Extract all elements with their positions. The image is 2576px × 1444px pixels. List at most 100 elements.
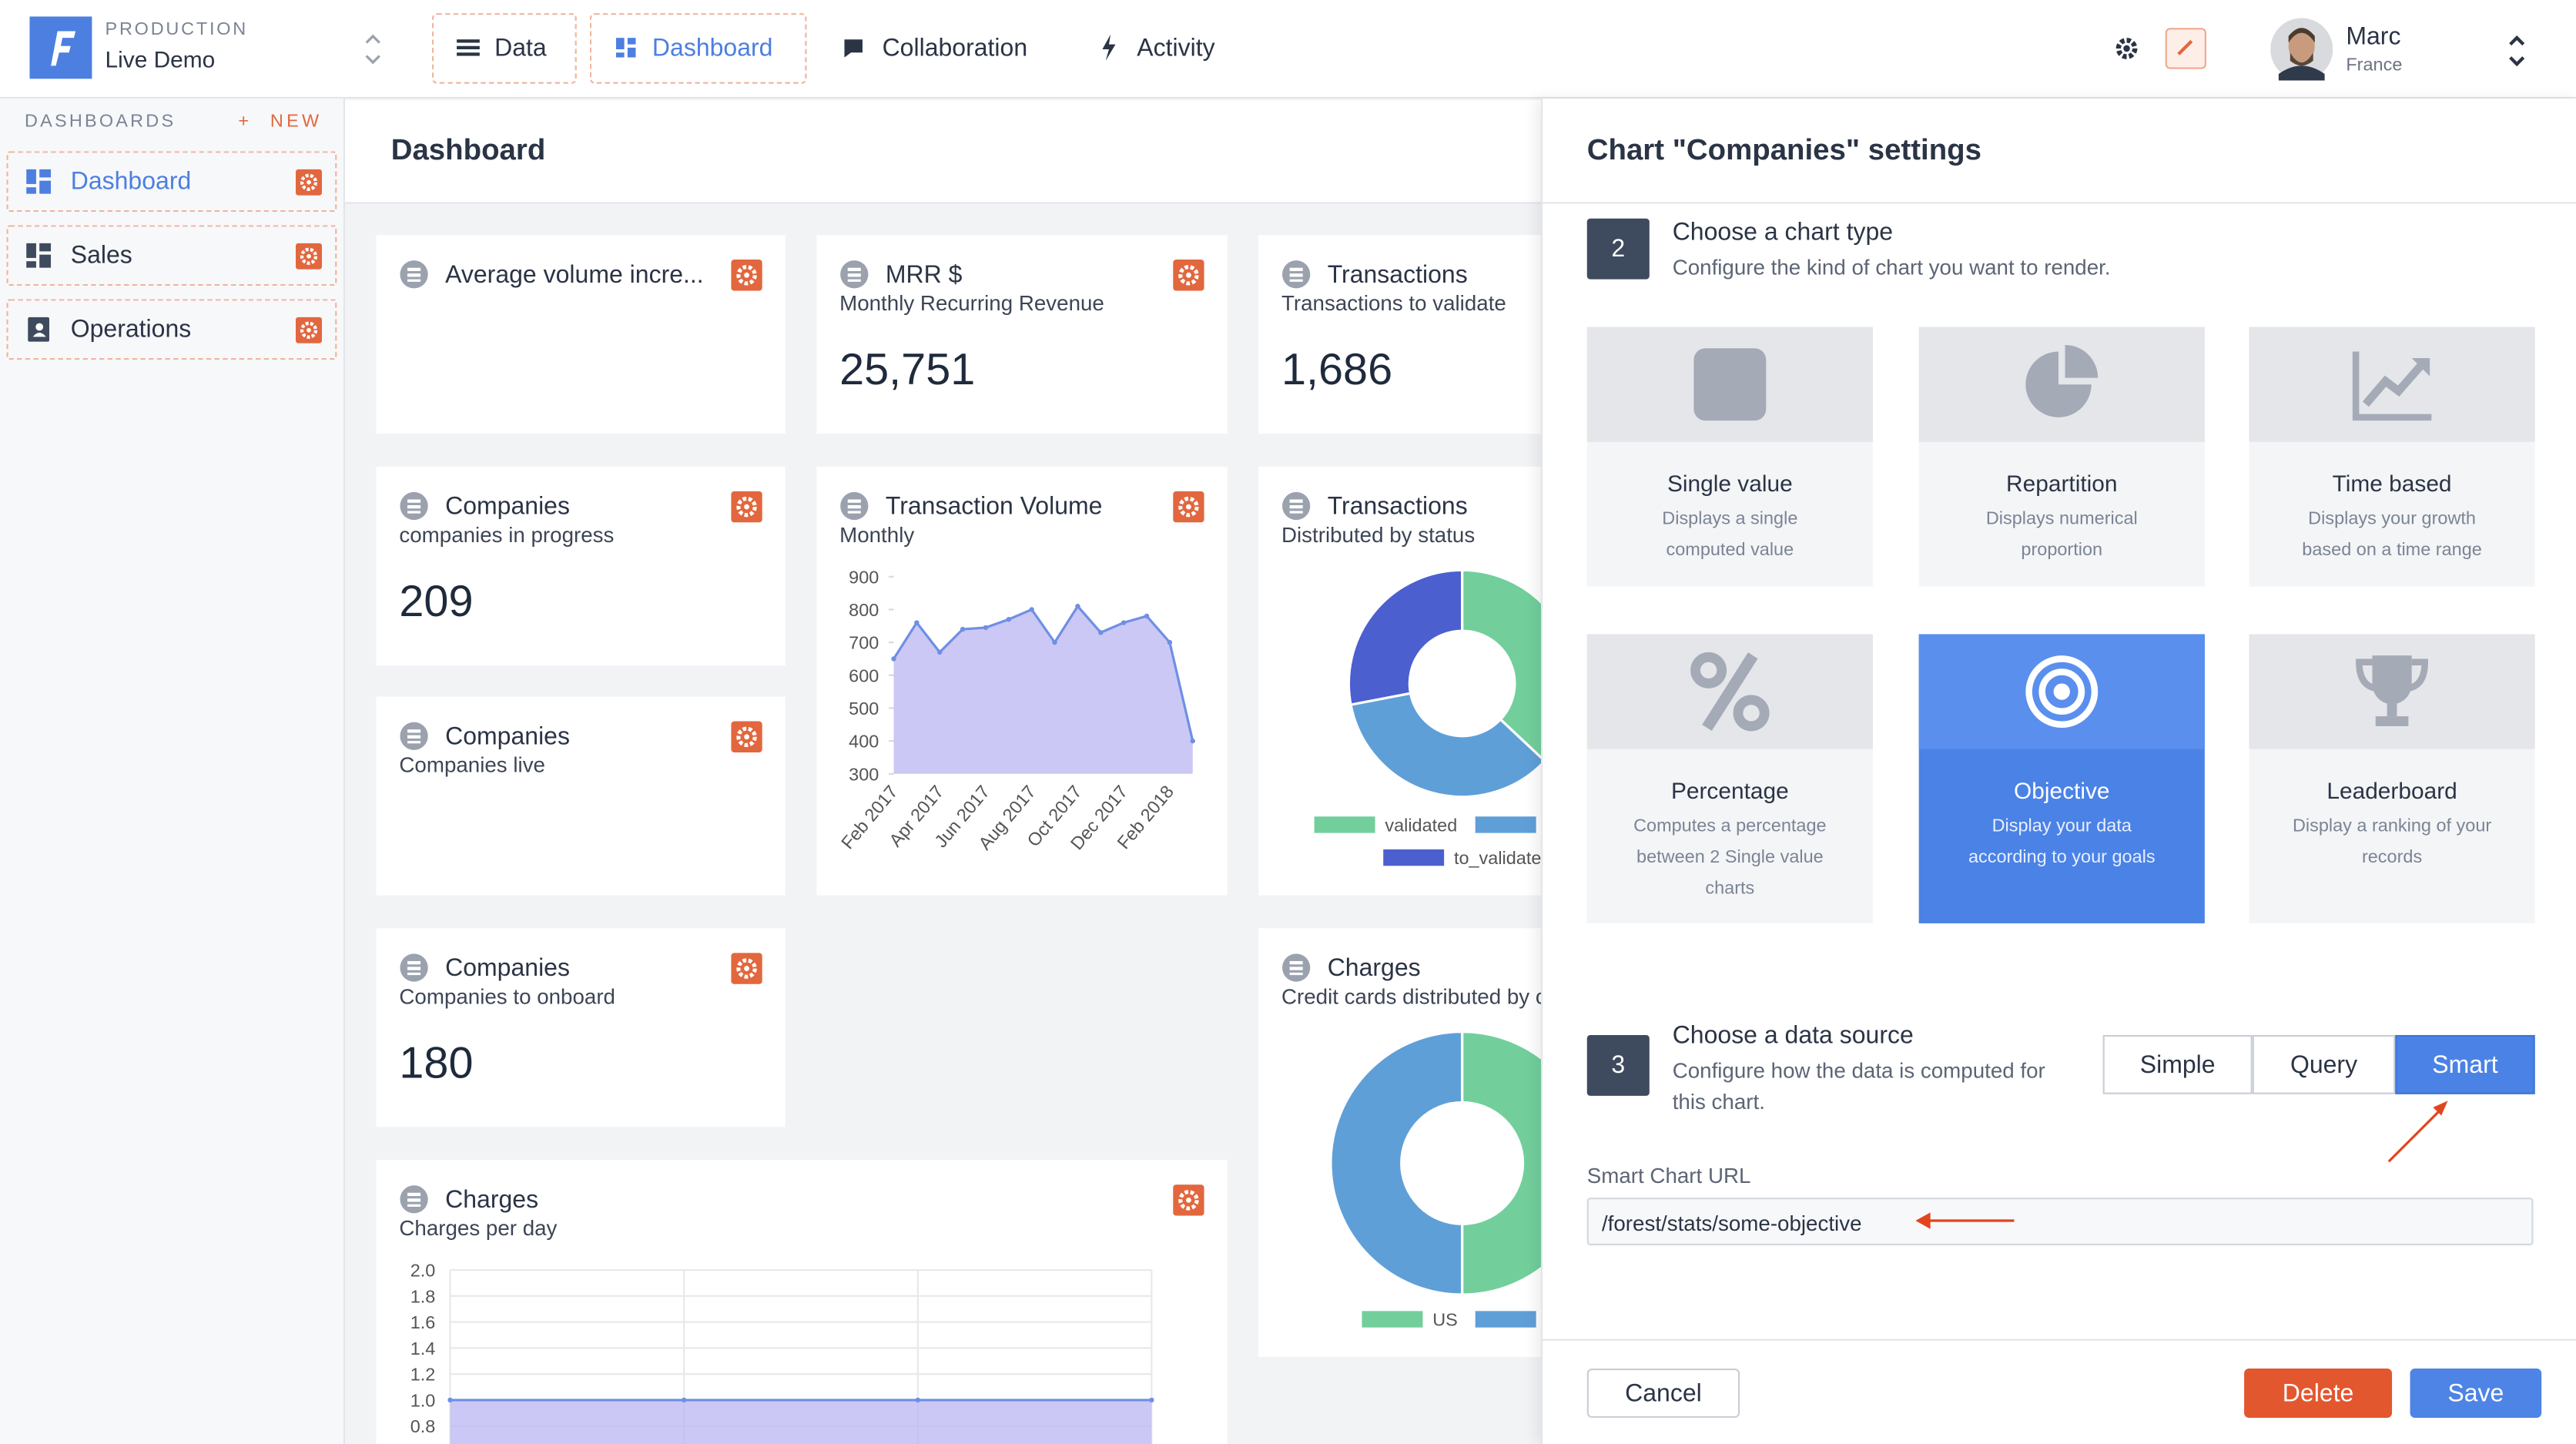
option-name: Time based [2332, 470, 2452, 497]
user-menu[interactable] [2507, 33, 2527, 69]
card-settings[interactable] [1173, 491, 1204, 523]
card-icon [840, 260, 869, 289]
option-name: Single value [1667, 470, 1793, 497]
card-settings[interactable] [1173, 260, 1204, 291]
step-title: Choose a data source [1672, 1021, 1914, 1050]
tab[interactable]: Data [494, 34, 547, 63]
sidebar-heading: DASHBOARDS [24, 112, 176, 132]
data-source-button[interactable]: Simple [2102, 1034, 2253, 1094]
card-subtitle: Companies to onboard [399, 983, 615, 1009]
sidebar-item-label[interactable]: Sales [70, 241, 132, 270]
card-settings[interactable] [1173, 1184, 1204, 1216]
option-icon [1690, 652, 1770, 732]
tab-active[interactable]: Dashboard [652, 34, 773, 63]
data-source-button[interactable]: Smart [2395, 1034, 2535, 1094]
data-point [681, 1397, 687, 1403]
settings-icon[interactable] [2115, 36, 2139, 61]
card-title: Transaction Volume [885, 492, 1103, 521]
new-dashboard[interactable]: + NEW [238, 112, 323, 132]
data-point [915, 1397, 920, 1403]
card [376, 1160, 1228, 1444]
edit-icon [2177, 39, 2193, 55]
tab-icon [457, 39, 480, 56]
card-value: 180 [399, 1038, 474, 1088]
legend-label: to_validate [1454, 848, 1541, 868]
card-settings[interactable] [731, 721, 762, 753]
card-subtitle: Transactions to validate [1281, 290, 1506, 316]
card [376, 696, 786, 896]
sidebar-item-icon [26, 169, 52, 194]
card-subtitle: Monthly Recurring Revenue [839, 290, 1104, 316]
sidebar-item-label[interactable]: Dashboard [70, 167, 192, 196]
project-switch[interactable] [363, 32, 383, 68]
tab[interactable]: Collaboration [882, 34, 1028, 63]
card-title: Charges [1327, 954, 1421, 983]
avatar[interactable] [2270, 18, 2333, 81]
y-tick-label: 0.8 [410, 1416, 436, 1436]
card-value: 209 [399, 576, 474, 626]
donut-segment [1329, 1030, 1464, 1296]
project-name[interactable]: Live Demo [105, 45, 216, 72]
sidebar-item-icon [26, 243, 52, 268]
legend-swatch [1314, 816, 1375, 833]
option-name: Leaderboard [2326, 777, 2457, 804]
area-fill [450, 1399, 1152, 1444]
card-icon [400, 491, 428, 521]
sidebar-item-icon [28, 317, 49, 342]
option-icon [2025, 344, 2099, 417]
sidebar-item[interactable] [6, 225, 337, 286]
option-description: Display your data according to your goal… [1968, 816, 2156, 868]
tab-box-active[interactable] [589, 13, 807, 84]
area-fill [893, 606, 1193, 774]
y-tick-label: 700 [849, 633, 879, 653]
item-settings[interactable] [295, 243, 323, 270]
card-title: Companies [445, 722, 570, 751]
sidebar-item[interactable] [6, 299, 337, 360]
tab-box[interactable] [432, 13, 577, 84]
cancel-button[interactable]: Cancel [1586, 1369, 1740, 1419]
option-icon [2025, 655, 2099, 729]
data-source-button[interactable]: Query [2252, 1034, 2396, 1094]
sidebar-item-label[interactable]: Operations [70, 315, 192, 343]
sidebar [0, 98, 345, 1444]
item-settings[interactable] [295, 169, 323, 196]
user-name: Marc [2346, 22, 2401, 52]
logo [29, 16, 92, 79]
save-button[interactable]: Save [2410, 1369, 2542, 1419]
step-description: Configure the kind of chart you want to … [1672, 254, 2111, 280]
card-title: Average volume incre... [445, 261, 704, 290]
y-tick-label: 500 [849, 699, 879, 719]
card-settings[interactable] [731, 953, 762, 984]
url-input[interactable] [1586, 1198, 2534, 1246]
card-subtitle: Distributed by status [1281, 522, 1476, 548]
card-icon [400, 1185, 428, 1214]
step-title: Choose a chart type [1672, 218, 1894, 246]
dashboard-title: Dashboard [390, 132, 546, 166]
url-label: Smart Chart URL [1586, 1163, 1751, 1188]
card [816, 235, 1228, 434]
delete-button[interactable]: Delete [2244, 1369, 2393, 1419]
edit-button[interactable] [2165, 28, 2207, 69]
card-icon [400, 953, 428, 982]
data-point [983, 625, 989, 631]
card [376, 928, 786, 1127]
y-tick-label: 1.4 [410, 1338, 436, 1359]
topbar [0, 0, 2576, 99]
data-point [1052, 639, 1057, 645]
legend-swatch [1383, 849, 1445, 866]
card-subtitle: Credit cards distributed by c [1281, 983, 1546, 1009]
sidebar-item[interactable] [6, 151, 337, 213]
card-settings[interactable] [731, 491, 762, 523]
option-name: Objective [2014, 777, 2110, 804]
item-settings[interactable] [295, 317, 323, 343]
y-tick-label: 1.0 [410, 1390, 436, 1410]
card-settings[interactable] [731, 260, 762, 291]
card-icon [1282, 953, 1311, 982]
y-tick-label: 800 [849, 600, 879, 620]
legend-swatch [1475, 816, 1536, 833]
tab[interactable]: Activity [1137, 34, 1215, 63]
data-point [891, 656, 896, 662]
option-description: Computes a percentage between 2 Single v… [1633, 816, 1827, 899]
step-description: Configure how the data is computed for t… [1672, 1057, 2045, 1114]
